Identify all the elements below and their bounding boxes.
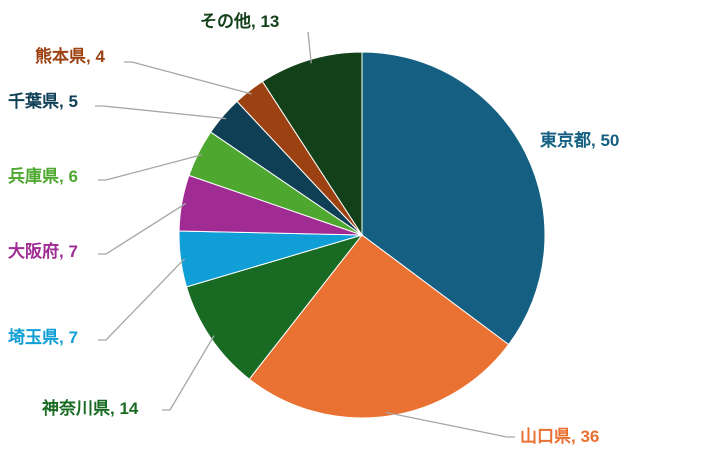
data-label-kumamoto: 熊本県, 4: [35, 46, 105, 66]
pie-slices: [178, 51, 546, 419]
pie-slice-0: [361, 51, 546, 346]
leader-line-5: [98, 154, 203, 181]
data-label-other: その他, 13: [200, 11, 279, 31]
leader-line-6: [95, 105, 227, 120]
data-label-osaka: 大阪府, 7: [8, 241, 78, 261]
leader-line-2: [162, 335, 215, 411]
leader-line-1: [385, 411, 515, 438]
leader-line-3: [98, 258, 186, 341]
leader-line-7: [124, 61, 252, 95]
leader-line-8: [307, 31, 312, 64]
data-label-tokyo: 東京都, 50: [540, 130, 619, 150]
data-label-yamaguchi: 山口県, 36: [520, 427, 599, 446]
data-label-kanagawa: 神奈川県, 14: [42, 398, 139, 418]
pie-slice-8: [261, 51, 363, 237]
pie-slice-2: [185, 234, 364, 380]
data-label-saitama: 埼玉県, 7: [8, 327, 78, 347]
data-label-chiba: 千葉県, 5: [8, 91, 78, 111]
data-label-hyogo: 兵庫県, 6: [8, 166, 78, 186]
leader-line-4: [98, 202, 187, 255]
data-labels: 東京都, 50 山口県, 36 神奈川県, 14 埼玉県, 7 大阪府, 7 兵…: [8, 11, 619, 446]
leader-lines: [95, 31, 515, 438]
pie-slice-1: [248, 234, 510, 419]
